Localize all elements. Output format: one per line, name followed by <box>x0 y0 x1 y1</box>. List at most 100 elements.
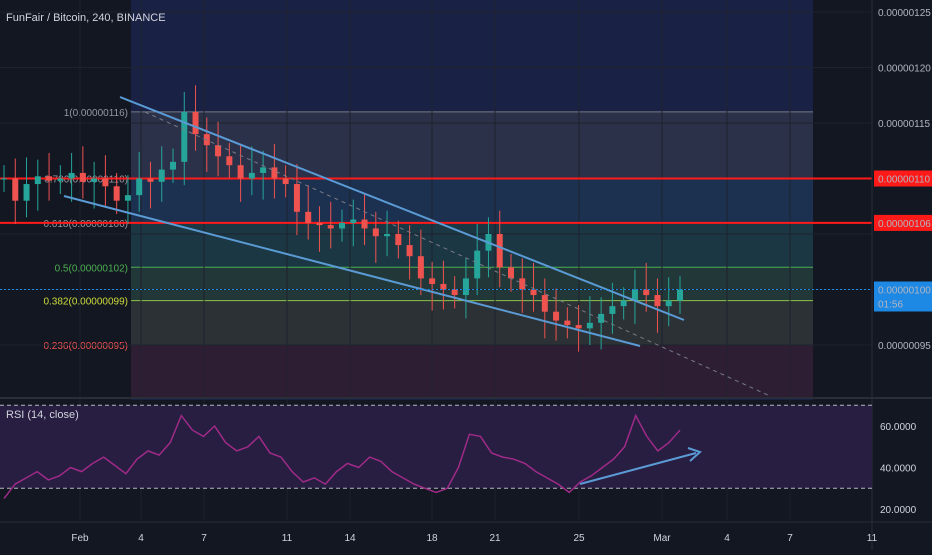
candle-body <box>102 178 109 187</box>
candle-body <box>530 289 537 296</box>
candle-body <box>440 283 447 290</box>
candle-body <box>327 225 334 229</box>
candle-body <box>124 195 131 201</box>
price-tag-last <box>874 281 932 312</box>
candle-body <box>23 184 30 201</box>
rsi-tick-label: 20.0000 <box>880 505 917 516</box>
date-label: 14 <box>344 533 356 544</box>
candle-body <box>282 178 289 185</box>
arrow-head-icon <box>687 447 702 462</box>
candle-body <box>474 250 481 279</box>
price-tick-label: 0.00000095 <box>878 341 931 352</box>
price-tick-label: 0.00000106 <box>878 219 931 230</box>
candle-body <box>451 289 458 296</box>
candle-body <box>192 111 199 135</box>
fib-label-0.618: 0.618(0.00000106) <box>43 219 128 230</box>
price-tick-label: 0.00000120 <box>878 64 931 75</box>
candle-body <box>508 267 514 279</box>
trendline-upper <box>119 96 685 321</box>
price-tick-label: 0.00000125 <box>878 8 931 19</box>
date-label: 4 <box>138 533 144 544</box>
candle-body <box>1 178 7 180</box>
candle-body <box>541 295 548 312</box>
date-label: 7 <box>787 533 793 544</box>
candle-body <box>575 325 582 329</box>
fib-zone-0.236 <box>131 345 813 398</box>
candle-body <box>372 228 379 237</box>
fib-label-1: 1(0.00000116) <box>64 108 128 119</box>
price-tag-resistance <box>874 170 932 187</box>
candle-body <box>384 234 391 237</box>
date-label: 11 <box>867 533 878 544</box>
candle-body <box>271 167 278 179</box>
candle-body <box>147 178 154 182</box>
candle-body <box>620 300 627 307</box>
price-tick-label: 0.00000115 <box>878 119 931 130</box>
price-tick-label: 0.00000100 <box>878 286 931 297</box>
chart-title: FunFair / Bitcoin, 240, BINANCE <box>6 12 166 24</box>
candle-body <box>57 178 64 181</box>
trendline-dashed <box>144 111 771 397</box>
candle-body <box>598 313 605 323</box>
fib-label-0.5: 0.5(0.00000102) <box>55 263 128 274</box>
candle-body <box>496 234 503 268</box>
rsi-divergence-line <box>579 452 697 485</box>
date-label: 25 <box>573 533 585 544</box>
candle-body <box>293 184 300 212</box>
fib-zone-0.618 <box>131 222 813 268</box>
candle-body <box>34 176 41 185</box>
candle-body <box>643 289 650 296</box>
trendline-lower <box>63 195 641 347</box>
candle-body <box>609 306 616 314</box>
fib-label-0.786: 0.786(0.00000110) <box>44 175 128 186</box>
candle-body <box>339 222 345 229</box>
fib-zone-1 <box>131 111 813 179</box>
candle-body <box>68 172 75 179</box>
date-label: 7 <box>201 533 207 544</box>
candle-body <box>586 322 593 329</box>
candle-body <box>248 172 255 179</box>
candle-body <box>564 320 571 326</box>
rsi-band <box>0 405 872 489</box>
candle-body <box>316 222 323 226</box>
candle-body <box>91 178 98 182</box>
candle-body <box>79 172 86 182</box>
date-label: Feb <box>71 533 89 544</box>
candle-body <box>631 289 638 301</box>
candle-body <box>406 245 413 257</box>
candle-body <box>260 167 267 173</box>
rsi-tick-label: 40.0000 <box>880 464 917 475</box>
fib-zone-0.382 <box>131 300 813 345</box>
candle-body <box>305 211 312 223</box>
candle-body <box>417 256 424 279</box>
candle-body <box>237 165 244 179</box>
candle-body <box>136 178 143 196</box>
price-tick-label: 0.00000110 <box>878 175 931 186</box>
candle-body <box>113 186 120 201</box>
candle-body <box>429 278 436 284</box>
rsi-line <box>3 413 681 500</box>
candle-body <box>46 176 53 181</box>
rsi-title: RSI (14, close) <box>6 409 79 421</box>
candle-body <box>181 111 188 162</box>
date-label: 11 <box>282 533 293 544</box>
candle-body <box>462 278 469 296</box>
price-tag-resistance <box>874 214 932 231</box>
candle-body <box>215 145 222 157</box>
candle-body <box>395 234 402 246</box>
price-axis-bg <box>872 0 932 550</box>
date-label: 21 <box>489 533 501 544</box>
date-label: 4 <box>724 533 730 544</box>
candle-body <box>665 300 672 307</box>
candle-body <box>677 289 683 301</box>
candle-body <box>361 219 368 229</box>
candle-body <box>170 161 176 170</box>
fib-label-0.236: 0.236(0.00000095) <box>43 341 128 352</box>
rsi-tick-label: 60.0000 <box>880 422 917 433</box>
candle-body <box>654 295 661 307</box>
candle-body <box>158 169 165 182</box>
candle-body <box>12 178 19 201</box>
bar-countdown: 01:56 <box>878 300 903 311</box>
